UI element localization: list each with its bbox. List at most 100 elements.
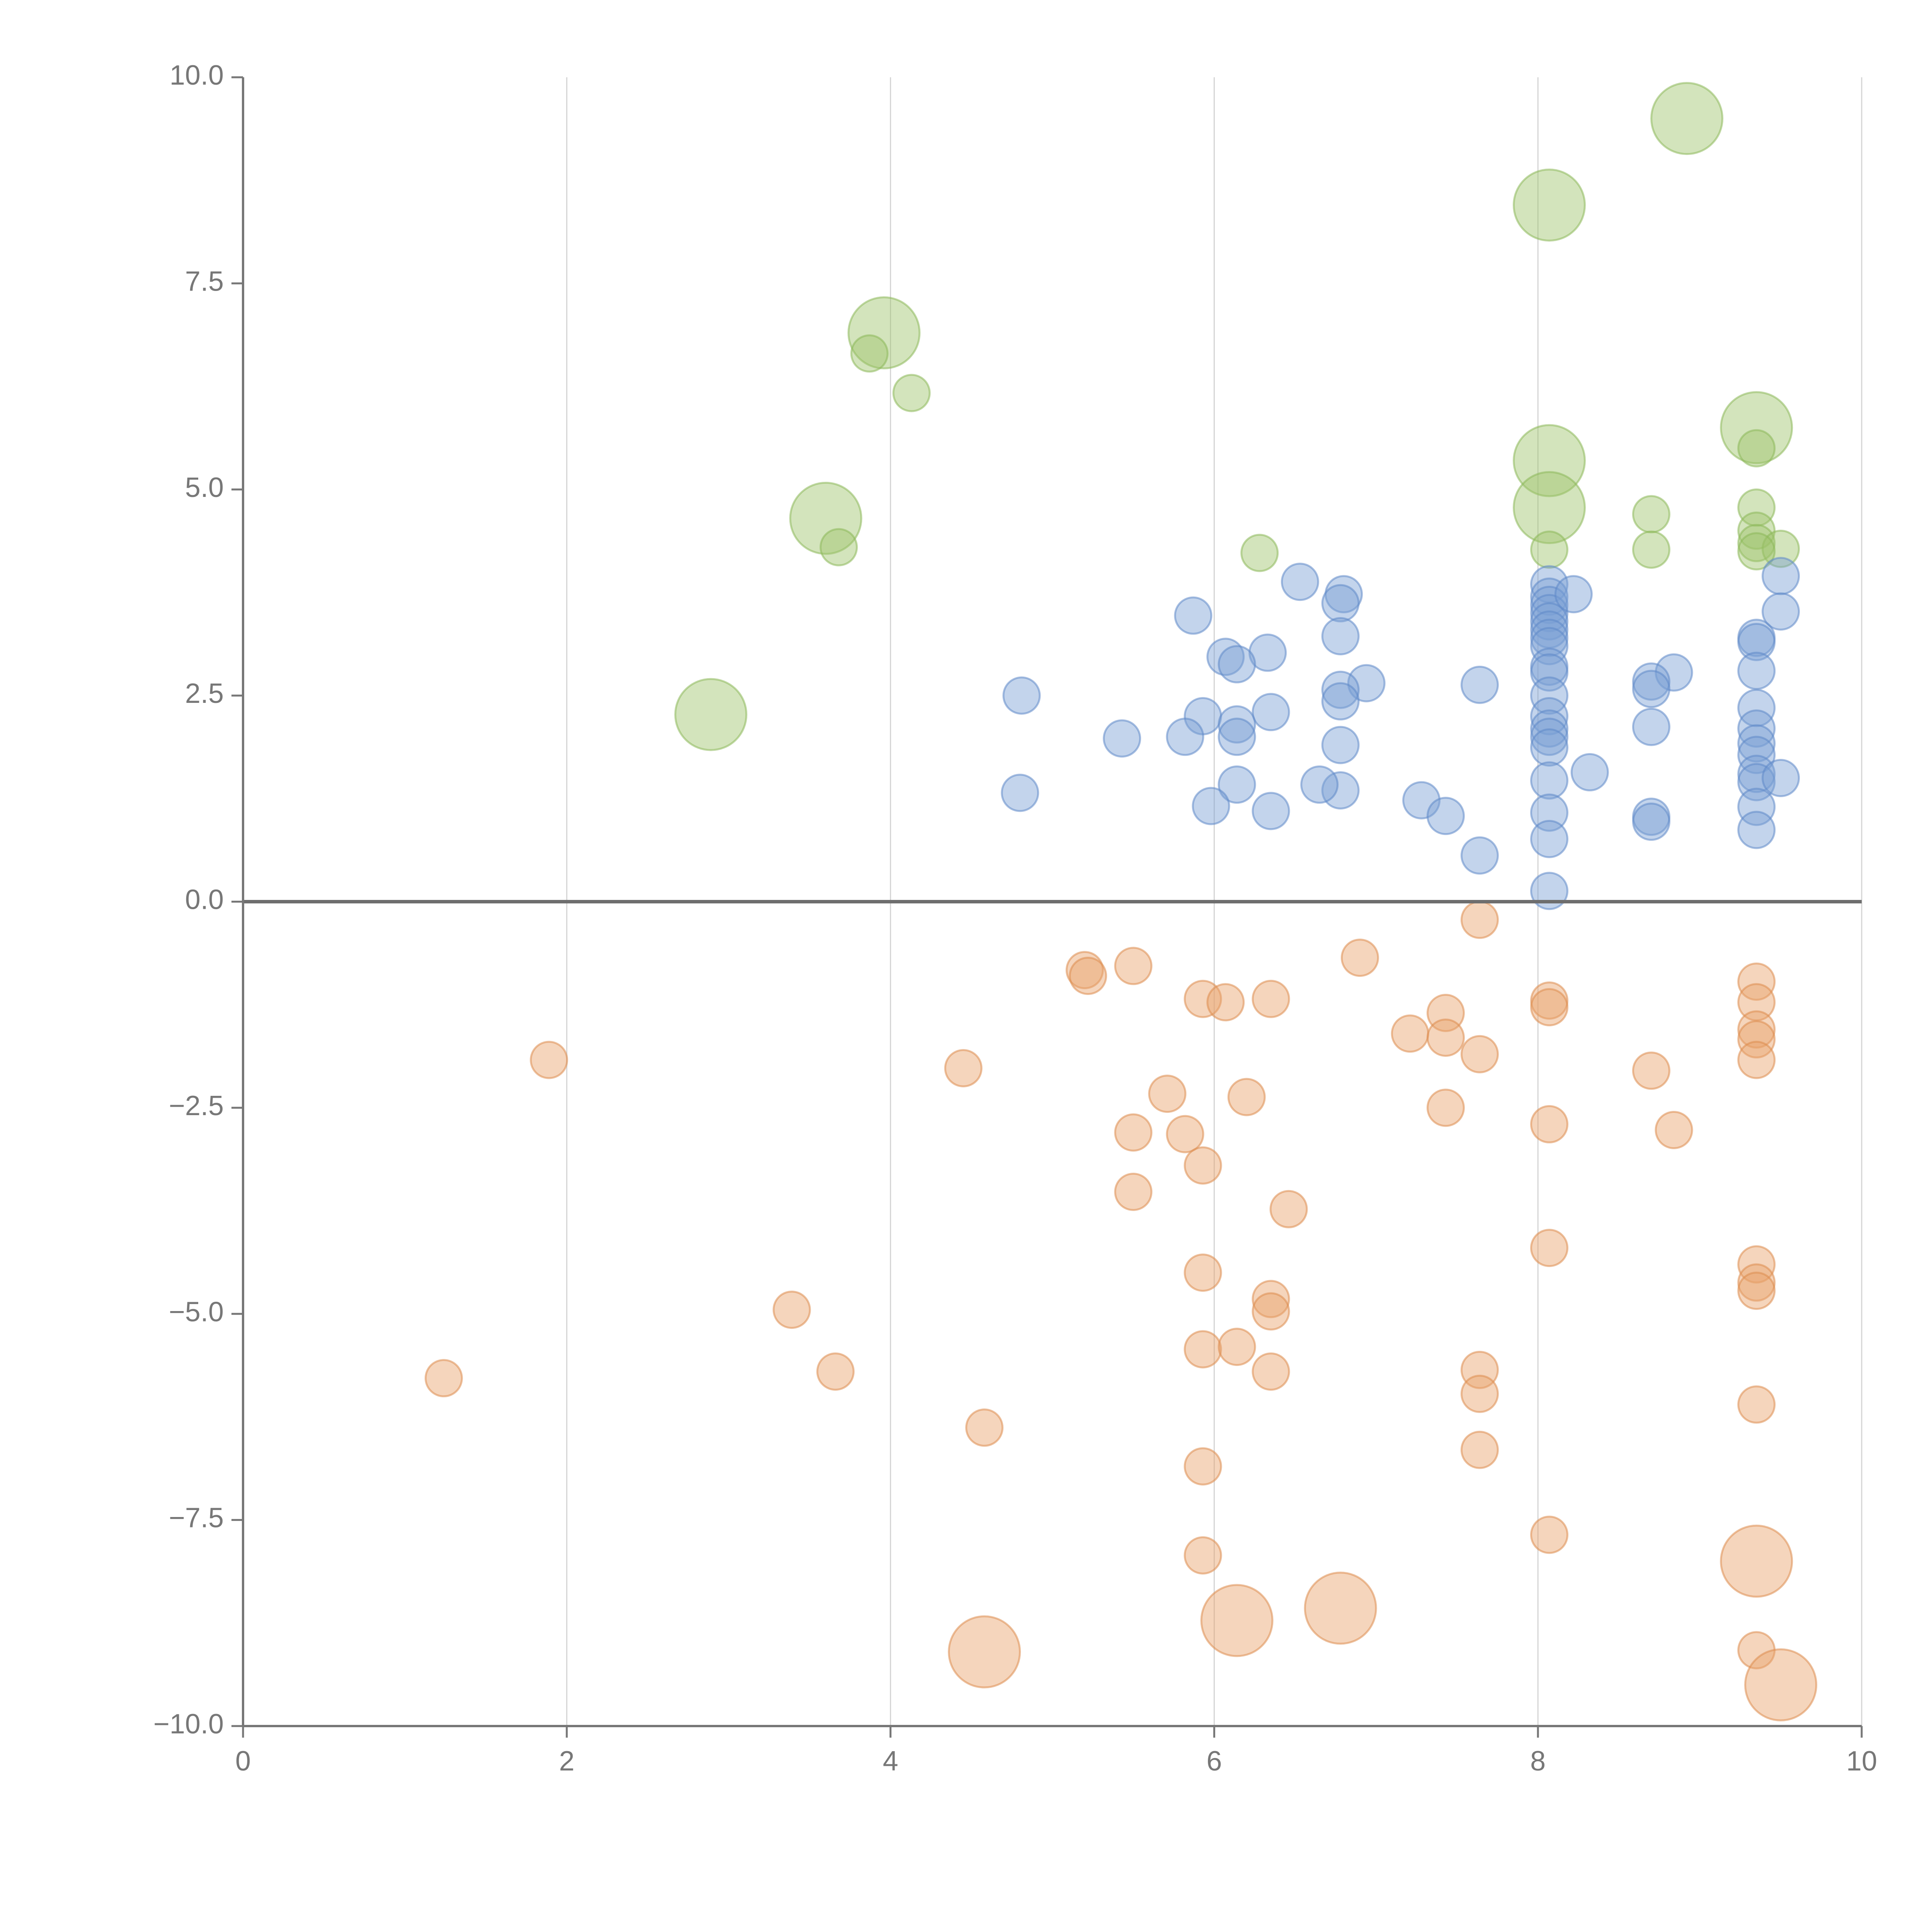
y-tick-label: −7.5: [169, 1503, 224, 1534]
bubble-orange: [1114, 1172, 1153, 1211]
bubble-blue: [1655, 653, 1693, 692]
bubble-orange: [772, 1291, 811, 1329]
bubble-blue: [1281, 563, 1319, 601]
bubble-orange: [1737, 1020, 1776, 1059]
bubble-blue: [1174, 596, 1213, 635]
bubble-blue: [1632, 707, 1670, 746]
bubble-blue: [1321, 726, 1360, 764]
bubble-orange: [1148, 1075, 1187, 1113]
bubble-green: [1737, 524, 1776, 562]
bubble-blue: [1737, 651, 1776, 690]
bubble-orange: [1184, 1447, 1222, 1486]
bubble-blue: [1206, 638, 1245, 676]
bubble-orange: [1460, 900, 1499, 939]
y-tick-label: −5.0: [169, 1296, 224, 1327]
axes: −10.0 −7.5 −5.0 −2.5 0.0 2.5 5.0 7.5 10.0 0 2 4 6 8 10: [153, 60, 1877, 1777]
bubble-orange: [1655, 1111, 1693, 1149]
bubble-blue: [1762, 759, 1800, 797]
bubble-blue: [1166, 718, 1204, 756]
bubble-blue: [1737, 755, 1776, 793]
bubble-blue: [1321, 617, 1360, 656]
bubble-orange: [1184, 1330, 1222, 1369]
bubble-orange: [1737, 962, 1776, 1001]
bubble-blue: [1321, 584, 1360, 622]
bubble-orange: [424, 1359, 463, 1398]
bubble-orange: [1206, 983, 1245, 1022]
bubble-orange: [1530, 1105, 1569, 1144]
bubble-green: [1240, 534, 1279, 572]
bubble-blue: [1103, 719, 1141, 758]
bubble-green: [1513, 424, 1586, 497]
bubble-green: [820, 528, 858, 566]
x-tick-label: 0: [235, 1746, 251, 1777]
bubble-blue: [1248, 633, 1287, 672]
bubble-blue: [1762, 557, 1800, 595]
bubble-orange: [1744, 1648, 1818, 1721]
bubble-orange: [1460, 1374, 1499, 1413]
x-tick-label: 4: [883, 1746, 898, 1777]
bubble-orange: [948, 1615, 1021, 1689]
bubble-orange: [1460, 1035, 1499, 1073]
bubble-orange: [1218, 1328, 1256, 1366]
bubble-green: [1632, 530, 1670, 569]
bubble-orange: [1184, 1146, 1222, 1185]
bubble-orange: [1184, 1253, 1222, 1292]
bubble-orange: [965, 1408, 1004, 1447]
bubble-orange: [1426, 1019, 1465, 1057]
bubble-blue: [1218, 645, 1256, 684]
bubble-blue: [1762, 592, 1800, 631]
bubble-orange: [1065, 951, 1104, 990]
bubble-green: [1530, 530, 1569, 569]
bubble-blue: [1252, 792, 1290, 830]
bubble-green: [789, 481, 862, 555]
bubble-blue: [1737, 811, 1776, 849]
bubble-orange: [1391, 1014, 1429, 1053]
bubble-green: [850, 334, 889, 373]
bubble-orange: [1269, 1190, 1308, 1228]
bubble-series: [424, 82, 1818, 1721]
y-tick-label: 7.5: [185, 266, 224, 297]
bubble-blue: [1460, 665, 1499, 704]
bubble-blue: [1737, 724, 1776, 763]
bubble-blue: [1001, 774, 1039, 812]
bubble-green: [1513, 168, 1586, 242]
bubble-orange: [1530, 1515, 1569, 1554]
bubble-blue: [1402, 781, 1441, 820]
bubble-orange: [1114, 947, 1153, 985]
bubble-green: [847, 296, 921, 369]
bubble-blue: [1530, 627, 1569, 665]
bubble-orange: [1737, 1263, 1776, 1302]
bubble-blue: [1192, 787, 1230, 825]
x-tick-label: 10: [1846, 1746, 1877, 1777]
bubble-blue: [1530, 761, 1569, 800]
bubble-blue: [1737, 622, 1776, 661]
bubble-orange: [1530, 988, 1569, 1027]
bubble-orange: [1340, 939, 1379, 977]
y-tick-label: −10.0: [153, 1709, 224, 1740]
bubble-orange: [1184, 1536, 1222, 1575]
bubble-blue: [1426, 797, 1465, 835]
bubble-orange: [816, 1352, 855, 1391]
bubble-orange: [1426, 1088, 1465, 1127]
bubble-orange: [1200, 1584, 1274, 1657]
bubble-orange: [530, 1041, 568, 1079]
bubble-orange: [1632, 1051, 1670, 1090]
bubble-blue: [1218, 705, 1256, 744]
bubble-green: [1650, 82, 1724, 155]
bubble-blue: [1530, 728, 1569, 767]
bubble-blue: [1554, 575, 1593, 614]
y-tick-label: 2.5: [185, 678, 224, 709]
bubble-blue: [1530, 718, 1569, 756]
bubble-orange: [1304, 1571, 1377, 1645]
bubble-orange: [944, 1049, 983, 1087]
bubble-orange: [1737, 1041, 1776, 1079]
bubble-orange: [1460, 1430, 1499, 1469]
bubble-blue: [1737, 787, 1776, 826]
bubble-blue: [1632, 670, 1670, 708]
bubble-orange: [1069, 957, 1107, 995]
bubble-blue: [1632, 803, 1670, 841]
bubble-blue: [1460, 836, 1499, 875]
y-tick-label: −2.5: [169, 1090, 224, 1121]
bubble-blue: [1530, 653, 1569, 692]
